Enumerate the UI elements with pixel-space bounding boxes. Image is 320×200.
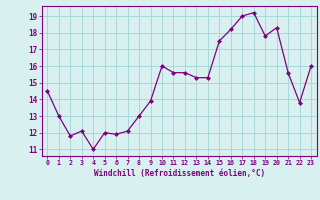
X-axis label: Windchill (Refroidissement éolien,°C): Windchill (Refroidissement éolien,°C) (94, 169, 265, 178)
